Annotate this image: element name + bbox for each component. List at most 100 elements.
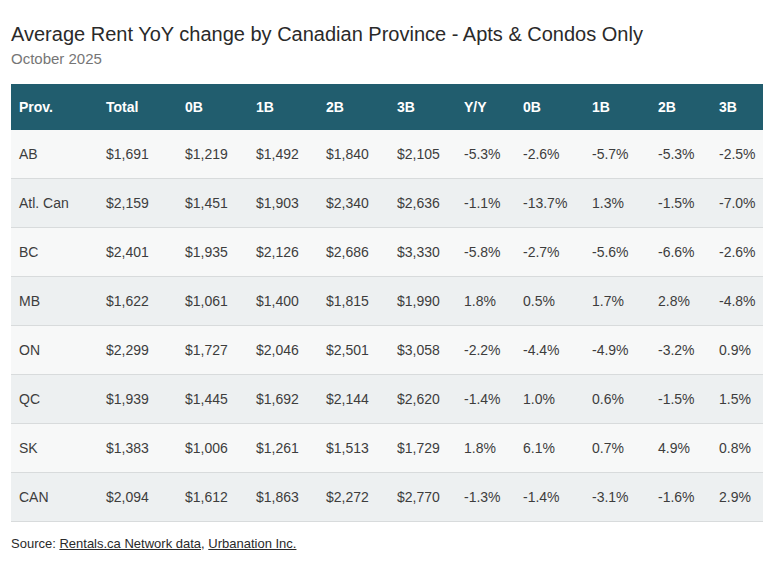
value-cell: $1,691 — [98, 130, 177, 179]
value-cell: -5.8% — [456, 227, 515, 276]
value-cell: -5.3% — [650, 130, 711, 179]
value-cell: $1,061 — [177, 276, 248, 325]
province-cell: ON — [11, 325, 98, 374]
column-header-2b: 2B — [650, 84, 711, 130]
report-date: October 2025 — [11, 50, 763, 69]
value-cell: 0.9% — [711, 325, 763, 374]
value-cell: $3,058 — [389, 325, 456, 374]
value-cell: -1.5% — [650, 374, 711, 423]
value-cell: $2,299 — [98, 325, 177, 374]
value-cell: $1,006 — [177, 423, 248, 472]
value-cell: $2,094 — [98, 472, 177, 521]
value-cell: 1.8% — [456, 276, 515, 325]
table-row: SK$1,383$1,006$1,261$1,513$1,7291.8%6.1%… — [11, 423, 763, 472]
value-cell: $2,105 — [389, 130, 456, 179]
value-cell: 6.1% — [515, 423, 584, 472]
value-cell: -1.6% — [650, 472, 711, 521]
column-header-1b: 1B — [584, 84, 650, 130]
table-header-row: Prov.Total0B1B2B3BY/Y0B1B2B3B — [11, 84, 763, 130]
value-cell: 1.3% — [584, 178, 650, 227]
value-cell: 0.7% — [584, 423, 650, 472]
province-cell: CAN — [11, 472, 98, 521]
table-row: QC$1,939$1,445$1,692$2,144$2,620-1.4%1.0… — [11, 374, 763, 423]
source-link-urbanation[interactable]: Urbanation Inc. — [208, 536, 296, 551]
column-header-2b: 2B — [318, 84, 389, 130]
value-cell: $1,903 — [248, 178, 318, 227]
value-cell: 0.8% — [711, 423, 763, 472]
value-cell: 2.9% — [711, 472, 763, 521]
value-cell: $1,400 — [248, 276, 318, 325]
value-cell: $1,815 — [318, 276, 389, 325]
value-cell: $2,340 — [318, 178, 389, 227]
value-cell: $1,990 — [389, 276, 456, 325]
value-cell: -5.6% — [584, 227, 650, 276]
page-title: Average Rent YoY change by Canadian Prov… — [11, 22, 763, 46]
value-cell: $2,501 — [318, 325, 389, 374]
value-cell: $1,727 — [177, 325, 248, 374]
value-cell: $2,636 — [389, 178, 456, 227]
value-cell: -4.8% — [711, 276, 763, 325]
value-cell: $2,770 — [389, 472, 456, 521]
province-cell: SK — [11, 423, 98, 472]
value-cell: $1,445 — [177, 374, 248, 423]
value-cell: -1.4% — [456, 374, 515, 423]
value-cell: -2.6% — [711, 227, 763, 276]
value-cell: -5.7% — [584, 130, 650, 179]
value-cell: $2,126 — [248, 227, 318, 276]
value-cell: $2,272 — [318, 472, 389, 521]
value-cell: 0.5% — [515, 276, 584, 325]
value-cell: -3.1% — [584, 472, 650, 521]
table-row: AB$1,691$1,219$1,492$1,840$2,105-5.3%-2.… — [11, 130, 763, 179]
table-row: Atl. Can$2,159$1,451$1,903$2,340$2,636-1… — [11, 178, 763, 227]
table-body: AB$1,691$1,219$1,492$1,840$2,105-5.3%-2.… — [11, 130, 763, 522]
source-link-rentals[interactable]: Rentals.ca Network data — [59, 536, 201, 551]
value-cell: $2,159 — [98, 178, 177, 227]
value-cell: $2,686 — [318, 227, 389, 276]
value-cell: $1,612 — [177, 472, 248, 521]
value-cell: -1.1% — [456, 178, 515, 227]
value-cell: -3.2% — [650, 325, 711, 374]
value-cell: $1,863 — [248, 472, 318, 521]
value-cell: -2.6% — [515, 130, 584, 179]
column-header-3b: 3B — [389, 84, 456, 130]
column-header-yy: Y/Y — [456, 84, 515, 130]
value-cell: $3,330 — [389, 227, 456, 276]
value-cell: 2.8% — [650, 276, 711, 325]
value-cell: -1.4% — [515, 472, 584, 521]
column-header-3b: 3B — [711, 84, 763, 130]
value-cell: 1.0% — [515, 374, 584, 423]
table-row: BC$2,401$1,935$2,126$2,686$3,330-5.8%-2.… — [11, 227, 763, 276]
source-prefix: Source: — [11, 536, 59, 551]
value-cell: -13.7% — [515, 178, 584, 227]
source-line: Source: Rentals.ca Network data, Urbanat… — [11, 536, 763, 553]
rent-table: Prov.Total0B1B2B3BY/Y0B1B2B3B AB$1,691$1… — [11, 84, 763, 522]
column-header-prov: Prov. — [11, 84, 98, 130]
value-cell: 4.9% — [650, 423, 711, 472]
value-cell: $2,144 — [318, 374, 389, 423]
value-cell: -6.6% — [650, 227, 711, 276]
value-cell: $1,219 — [177, 130, 248, 179]
value-cell: $1,383 — [98, 423, 177, 472]
value-cell: 1.8% — [456, 423, 515, 472]
column-header-1b: 1B — [248, 84, 318, 130]
value-cell: -4.4% — [515, 325, 584, 374]
value-cell: -7.0% — [711, 178, 763, 227]
province-cell: MB — [11, 276, 98, 325]
province-cell: Atl. Can — [11, 178, 98, 227]
value-cell: $1,513 — [318, 423, 389, 472]
table-row: CAN$2,094$1,612$1,863$2,272$2,770-1.3%-1… — [11, 472, 763, 521]
value-cell: 0.6% — [584, 374, 650, 423]
value-cell: -1.3% — [456, 472, 515, 521]
value-cell: -1.5% — [650, 178, 711, 227]
province-cell: AB — [11, 130, 98, 179]
value-cell: $1,451 — [177, 178, 248, 227]
value-cell: $1,261 — [248, 423, 318, 472]
value-cell: 1.7% — [584, 276, 650, 325]
column-header-0b: 0B — [177, 84, 248, 130]
value-cell: $1,692 — [248, 374, 318, 423]
value-cell: -2.7% — [515, 227, 584, 276]
table-row: ON$2,299$1,727$2,046$2,501$3,058-2.2%-4.… — [11, 325, 763, 374]
value-cell: -2.5% — [711, 130, 763, 179]
value-cell: -4.9% — [584, 325, 650, 374]
value-cell: $1,622 — [98, 276, 177, 325]
